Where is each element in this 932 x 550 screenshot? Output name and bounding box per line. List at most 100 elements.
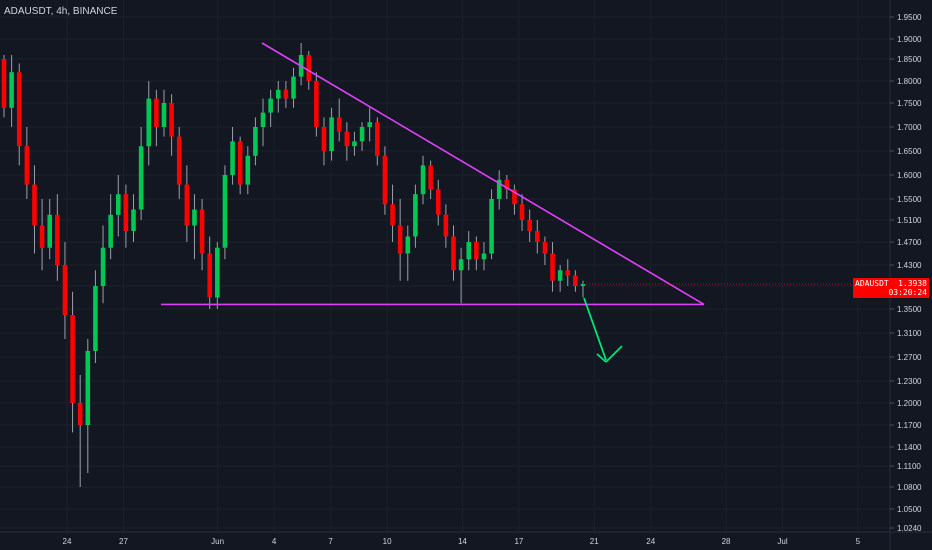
- price-tick-label: 1.5500: [897, 195, 922, 204]
- candle-body-down: [169, 103, 174, 137]
- bearish-arrow-shaft[interactable]: [583, 297, 607, 361]
- candle: [207, 236, 212, 309]
- candle: [390, 184, 395, 242]
- bearish-arrow-head-right[interactable]: [605, 345, 623, 363]
- price-tick-label: 1.3100: [897, 329, 922, 338]
- candle: [230, 127, 235, 185]
- candle-body-down: [123, 194, 129, 231]
- candle: [24, 127, 30, 199]
- time-tick-label: 14: [458, 537, 467, 546]
- candle: [291, 67, 296, 108]
- time-tick-label: 7: [328, 537, 333, 546]
- candle-body-down: [336, 117, 342, 132]
- price-tick-label: 1.1400: [897, 443, 922, 452]
- candle-body-down: [176, 136, 182, 185]
- candle: [138, 127, 144, 220]
- candle-body-up: [131, 209, 136, 231]
- candle-body-down: [1, 59, 7, 108]
- price-tick-label: 1.2700: [897, 353, 922, 362]
- candle-body-down: [550, 253, 555, 281]
- candle: [336, 98, 342, 142]
- candle: [443, 204, 449, 248]
- candle: [85, 339, 91, 473]
- price-tick-label: 1.1700: [897, 421, 922, 430]
- candle-body-up: [405, 236, 411, 254]
- candle-body-down: [184, 184, 190, 226]
- candle-body-up: [192, 209, 197, 226]
- candle-body-up: [481, 253, 487, 260]
- candle: [176, 127, 182, 199]
- candle-body-down: [32, 184, 37, 226]
- price-tick-label: 1.4700: [897, 238, 922, 247]
- candle: [108, 194, 113, 260]
- candle: [535, 220, 540, 254]
- candle-body-up: [260, 112, 266, 127]
- candle-body-up: [291, 76, 296, 99]
- candle-series: [1, 43, 586, 487]
- last-price-tag: ADAUSDT 1.3938 03:20:24: [853, 278, 929, 298]
- candle: [573, 270, 578, 292]
- candle: [169, 94, 174, 156]
- time-axis[interactable]: 24 27 Jun 4 7 10 14 17 21 24 28 Jul 5: [63, 537, 861, 546]
- drawing-layer[interactable]: [161, 42, 890, 363]
- candle: [275, 81, 281, 113]
- candle-body-up: [496, 179, 502, 199]
- candle-body-up: [93, 286, 98, 351]
- time-tick-label: 10: [383, 537, 392, 546]
- price-tick-label: 1.1100: [897, 462, 921, 471]
- candle: [39, 199, 45, 271]
- price-tick-label: 1.7000: [897, 123, 922, 132]
- candle-body-up: [580, 284, 586, 286]
- candle-body-up: [466, 242, 472, 260]
- candle-body-up: [138, 146, 144, 210]
- candle: [55, 194, 60, 281]
- candle-body-down: [24, 146, 30, 185]
- price-tick-label: 1.9000: [897, 35, 922, 44]
- candle-body-up: [85, 351, 91, 425]
- candle: [451, 225, 456, 281]
- candle-body-down: [314, 81, 319, 127]
- candle-body-up: [115, 194, 121, 215]
- time-tick-label: 21: [590, 537, 599, 546]
- time-tick-label: 28: [722, 537, 731, 546]
- candle-body-down: [542, 242, 548, 254]
- candle: [1, 55, 7, 118]
- candle: [375, 117, 380, 166]
- resistance-trendline[interactable]: [261, 42, 705, 306]
- candle-body-down: [435, 189, 441, 215]
- candle-body-down: [519, 204, 525, 220]
- candle: [123, 184, 129, 248]
- candle-body-down: [397, 225, 403, 254]
- candle: [146, 81, 152, 166]
- candle-body-down: [535, 231, 540, 242]
- price-tick-label: 1.7500: [897, 99, 922, 108]
- candle-body-down: [154, 98, 159, 127]
- price-tick-label: 1.5100: [897, 216, 922, 225]
- candle-body-up: [352, 141, 357, 147]
- candle-body-down: [382, 155, 388, 205]
- candle: [32, 165, 37, 254]
- candle-body-up: [359, 127, 365, 142]
- candle: [367, 107, 372, 142]
- candle: [405, 225, 411, 281]
- candle: [215, 242, 220, 309]
- candle: [435, 179, 441, 226]
- price-tick-label: 1.0800: [897, 483, 922, 492]
- candle-body-up: [268, 98, 273, 113]
- price-tick-label: 1.4300: [897, 261, 922, 270]
- candle-body-up: [253, 127, 258, 156]
- candle-body-down: [504, 179, 510, 190]
- candle: [192, 194, 197, 260]
- candle-body-down: [16, 72, 22, 147]
- price-tick-label: 1.8000: [897, 77, 922, 86]
- candle: [47, 199, 52, 260]
- candle: [93, 270, 98, 363]
- candle-body-down: [62, 265, 68, 315]
- candle-body-down: [237, 141, 243, 185]
- candle: [489, 189, 494, 260]
- candle-body-up: [557, 270, 563, 281]
- price-tick-label: 1.6000: [897, 171, 922, 180]
- bearish-arrow-head-left[interactable]: [596, 353, 607, 363]
- candle-body-down: [283, 89, 289, 99]
